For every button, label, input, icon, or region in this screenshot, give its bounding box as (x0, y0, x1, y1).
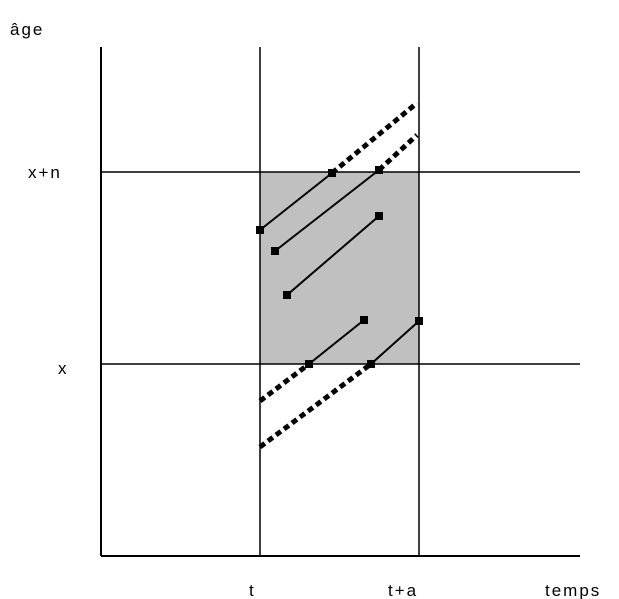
life-line (308, 319, 365, 365)
marker (375, 212, 383, 220)
life-line (259, 172, 333, 231)
marker (271, 247, 279, 255)
marker (328, 169, 336, 177)
marker (283, 291, 291, 299)
dashed-life-line (258, 362, 311, 403)
life-line (274, 169, 380, 252)
dashed-life-line (258, 361, 373, 450)
markers (256, 166, 423, 368)
x-axis-label: temps (545, 581, 601, 599)
life-lines (256, 101, 423, 450)
time-label: t (249, 581, 256, 599)
dashed-life-line (377, 133, 419, 172)
marker (367, 360, 375, 368)
marker (360, 316, 368, 324)
y-axis-label: âge (10, 20, 44, 39)
marker (415, 317, 423, 325)
marker (256, 226, 264, 234)
shaded-region (260, 172, 419, 364)
life-line (286, 215, 380, 296)
dashed-life-line (330, 101, 419, 175)
marker (375, 166, 383, 174)
life-line (370, 320, 420, 365)
marker (305, 360, 313, 368)
age-label: x+n (28, 163, 62, 182)
time-label: t+a (388, 581, 418, 599)
age-label: x (58, 359, 69, 378)
